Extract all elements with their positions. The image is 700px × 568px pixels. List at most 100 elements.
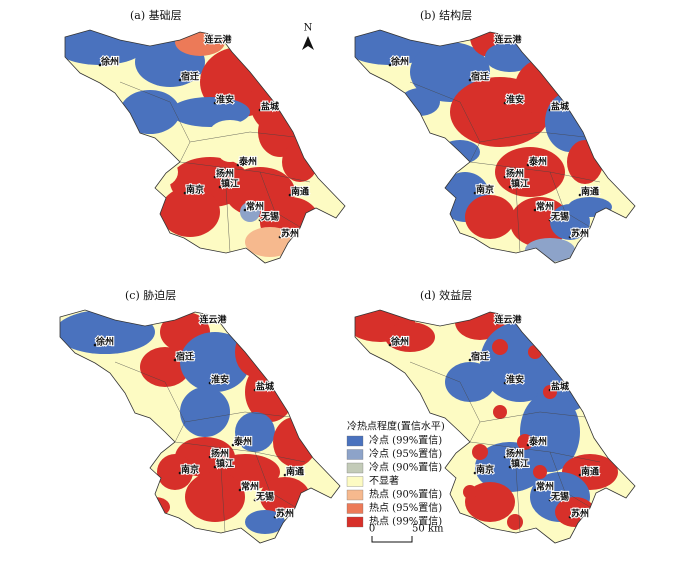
legend: 冷热点程度(置信水平)冷点 (99%置信)冷点 (95%置信)冷点 (90%置信… [346,420,445,528]
hotspot-area [218,142,242,162]
city-dot [236,163,240,167]
city-label: 扬州 [506,448,524,460]
hotspot-area [525,238,575,262]
city-dot [548,498,552,502]
city-dot [278,235,282,239]
city-dot [208,455,212,459]
city-dot [533,208,537,212]
city-label: 淮安 [211,374,229,386]
north-arrow: N [302,23,314,50]
city-dot [548,108,552,112]
city-dot [283,473,287,477]
hotspot-area [465,482,515,522]
panel-title: (d) 效益层 [420,288,472,302]
city-label: 苏州 [571,228,589,240]
city-label: 镇江 [216,458,234,470]
hotspot-area [160,187,220,237]
city-dot [468,358,472,362]
city-label: 连云港 [494,314,522,326]
city-dot [273,515,277,519]
city-label: 扬州 [216,168,234,180]
city-dot [578,473,582,477]
hotspot-areas [355,30,612,262]
hotspot-area [492,339,508,355]
hotspot-area [170,97,250,127]
city-dot [288,193,292,197]
city-dot [578,193,582,197]
hotspot-area [157,454,193,490]
city-dot [178,78,182,82]
city-label: 苏州 [571,508,589,520]
hotspot-area [553,335,567,349]
city-dot [201,321,205,325]
city-dot [568,235,572,239]
city-dot [208,381,212,385]
city-label: 无锡 [255,491,274,503]
city-dot [468,78,472,82]
hotspot-area [210,120,250,144]
legend-label: 热点 (90%置信) [369,488,442,501]
city-label: 镇江 [511,178,529,190]
city-dot [238,488,242,492]
city-dot [213,101,217,105]
city-label: 宿迁 [176,351,194,363]
city-label: 淮安 [506,94,524,106]
hotspot-area [510,197,570,247]
city-label: 盐城 [261,101,279,113]
legend-label: 热点 (99%置信) [369,515,442,528]
hotspot-area [465,195,515,239]
city-dot [243,208,247,212]
city-label: 泰州 [528,436,547,448]
legend-label: 冷点 (90%置信) [369,461,442,474]
city-dot [503,101,507,105]
hotspot-area [185,472,245,522]
city-label: 南通 [581,186,599,198]
city-label: 常州 [241,481,259,493]
city-dot [533,488,537,492]
scale-bar: 0 50 km [369,524,444,543]
hotspot-area [240,202,260,222]
panel-title: (a) 基础层 [130,9,182,22]
city-label: 泰州 [238,156,257,168]
city-dot [173,358,177,362]
hotspot-area [385,322,435,352]
city-label: 盐城 [551,381,569,393]
city-label: 连云港 [204,34,232,46]
city-label: 南京 [181,464,199,476]
city-label: 南京 [476,184,494,196]
hotspot-area [493,405,507,419]
boundary [409,81,601,253]
city-dot [503,175,507,179]
city-label: 苏州 [281,228,299,240]
city-dot [496,321,500,325]
city-label: 宿迁 [471,351,489,363]
hotspot-area [142,157,178,187]
city-dot [473,191,477,195]
city-dot [526,163,530,167]
city-label: 南通 [581,466,599,478]
city-label: 扬州 [211,448,229,460]
city-dot [568,515,572,519]
city-label: 无锡 [550,491,569,503]
city-dot [503,455,507,459]
hotspot-area [567,140,603,184]
hotspot-area [180,332,250,392]
city-dot [253,388,257,392]
legend-label: 不显著 [369,474,399,487]
city-label: 淮安 [506,374,524,386]
city-dot [548,388,552,392]
city-dot [183,191,187,195]
city-dot [503,381,507,385]
legend-swatch [346,462,364,474]
city-label: 徐州 [95,336,114,348]
legend-label: 热点 (95%置信) [369,501,442,514]
city-label: 镇江 [511,458,529,470]
city-label: 盐城 [551,101,569,113]
city-dot [253,498,257,502]
city-label: 徐州 [390,336,409,348]
city-dot [388,63,392,67]
boundary [114,361,306,533]
hotspot-area [445,362,495,402]
